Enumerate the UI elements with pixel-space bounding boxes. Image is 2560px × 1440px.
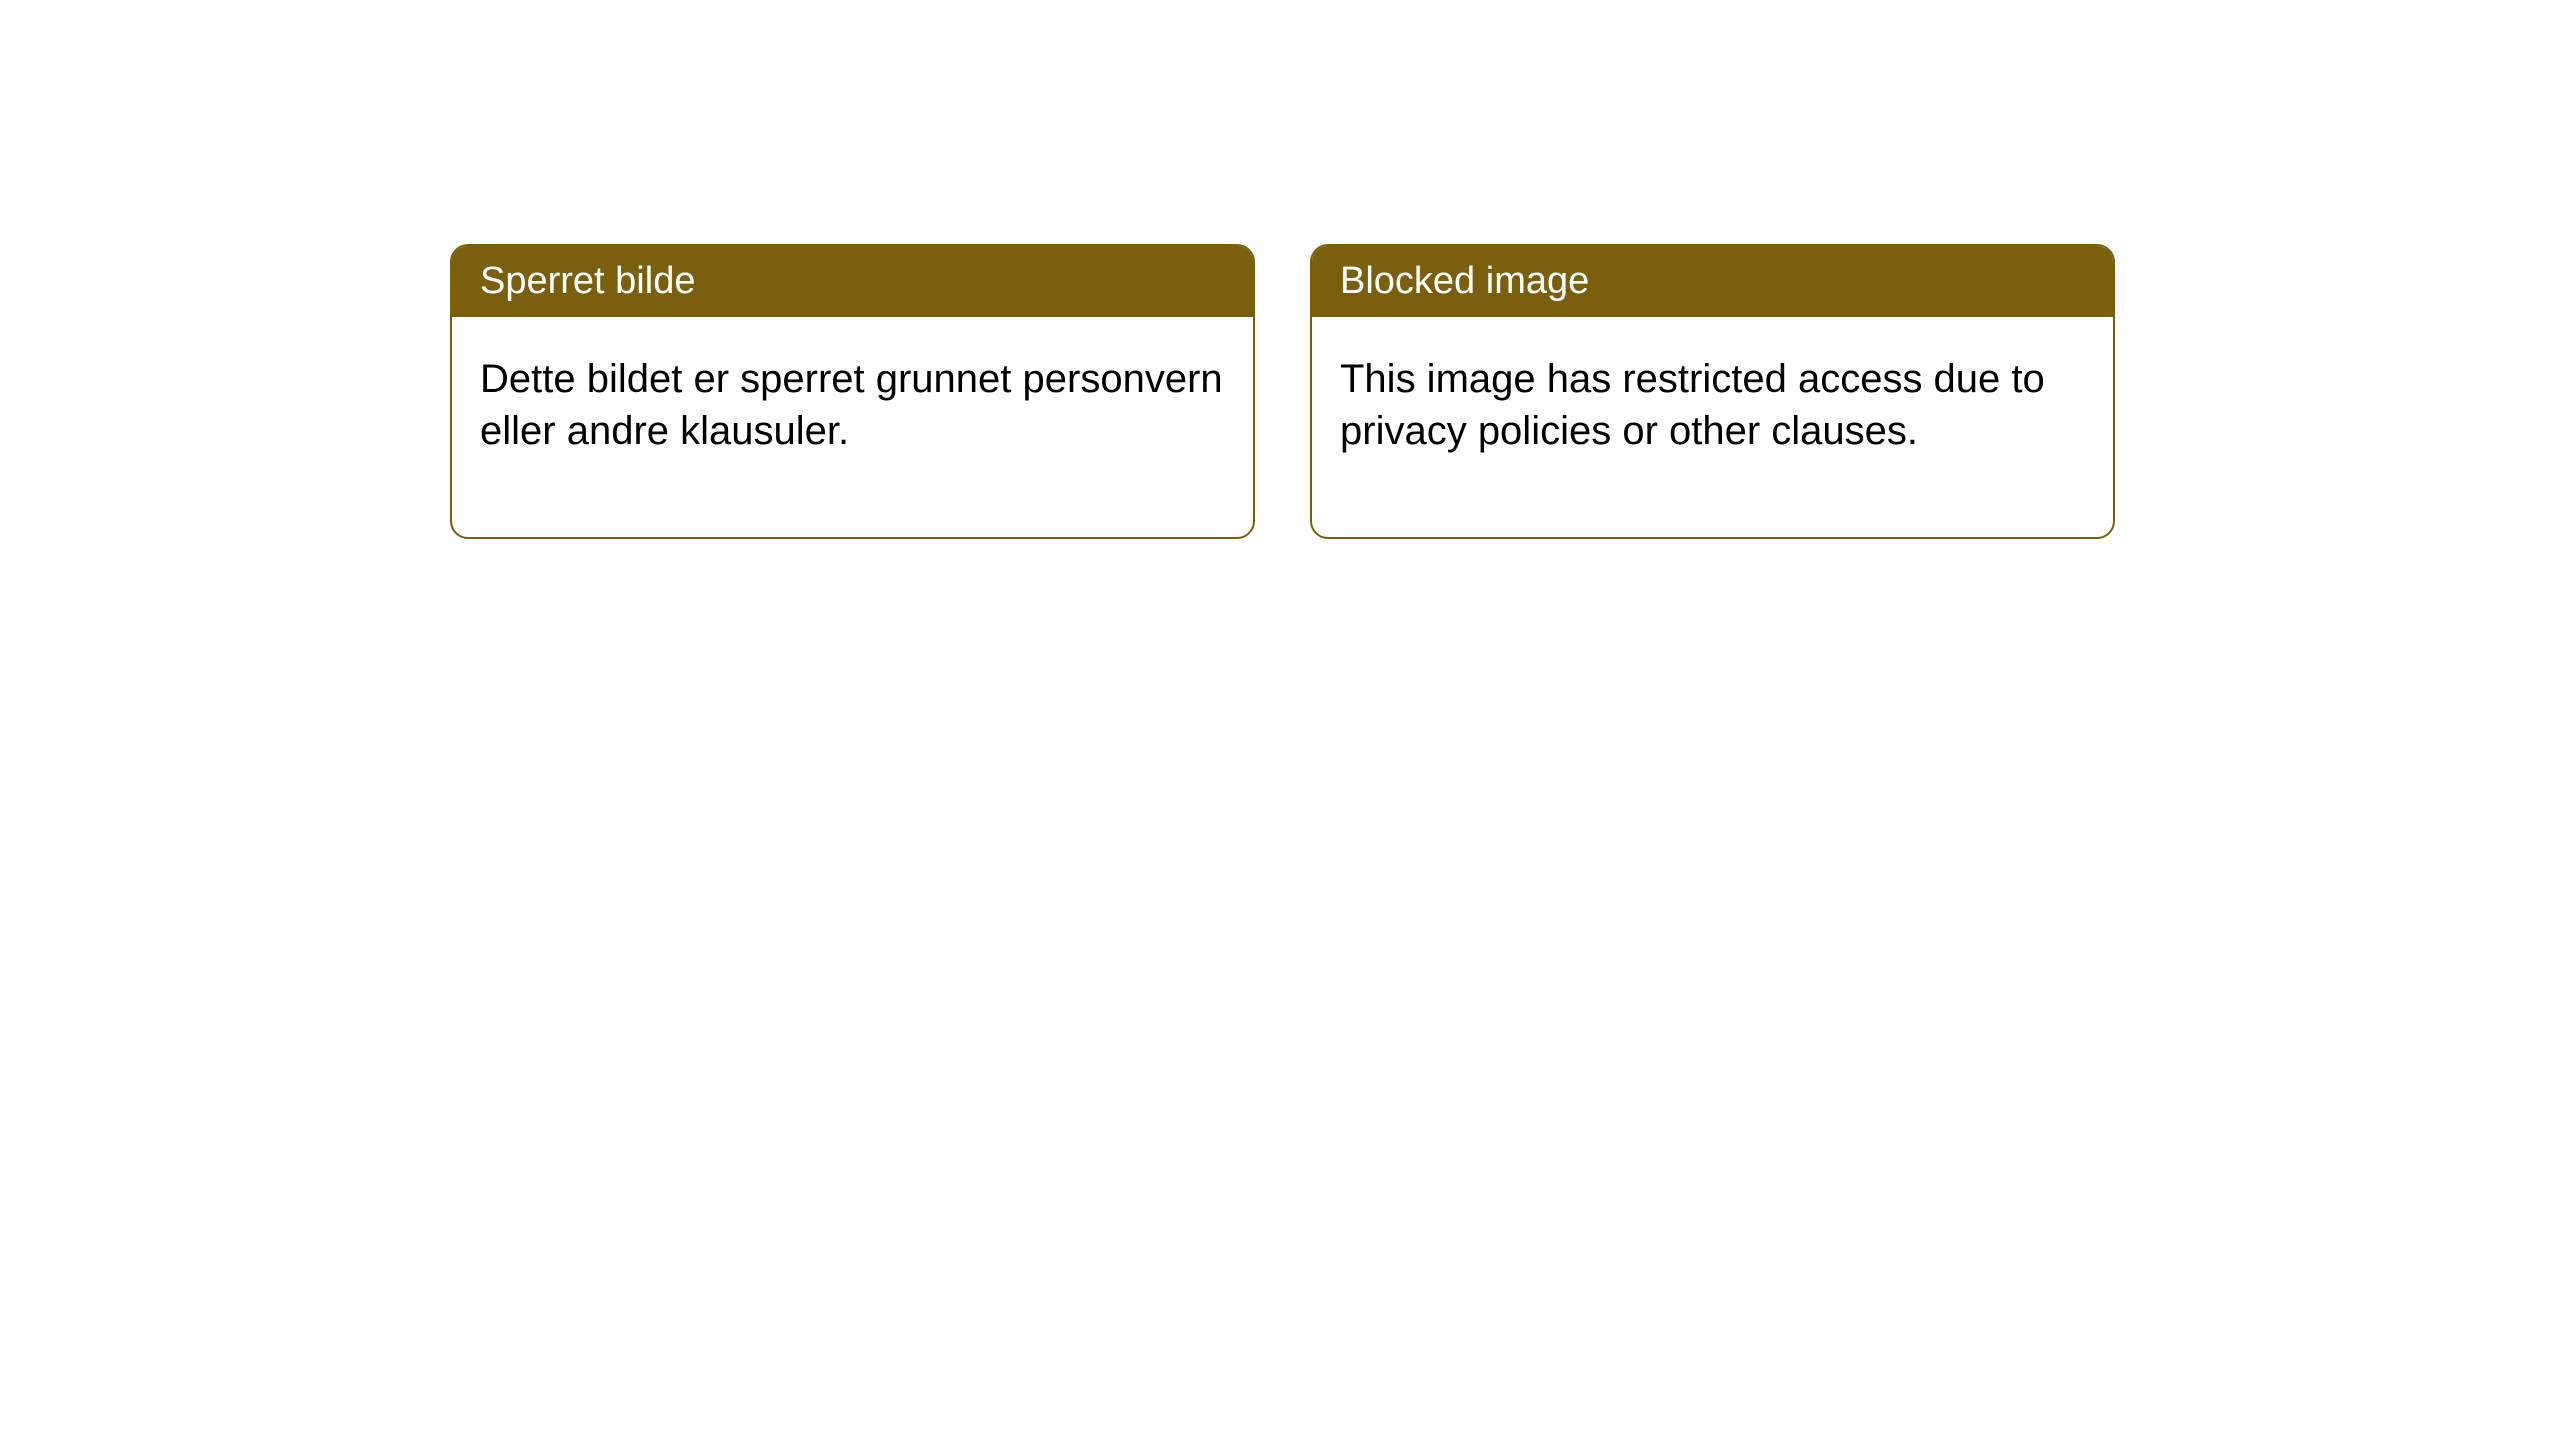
notice-box-norwegian: Sperret bilde Dette bildet er sperret gr… xyxy=(450,244,1255,539)
notice-title: Sperret bilde xyxy=(480,260,695,302)
notice-header-english: Blocked image xyxy=(1312,246,2113,317)
notice-title: Blocked image xyxy=(1340,260,1589,302)
notice-body-text: This image has restricted access due to … xyxy=(1340,357,2045,453)
notice-body-text: Dette bildet er sperret grunnet personve… xyxy=(480,357,1223,453)
notice-body-english: This image has restricted access due to … xyxy=(1312,317,2113,537)
notice-box-english: Blocked image This image has restricted … xyxy=(1310,244,2115,539)
notice-header-norwegian: Sperret bilde xyxy=(452,246,1253,317)
notice-body-norwegian: Dette bildet er sperret grunnet personve… xyxy=(452,317,1253,537)
notice-container: Sperret bilde Dette bildet er sperret gr… xyxy=(450,244,2115,539)
